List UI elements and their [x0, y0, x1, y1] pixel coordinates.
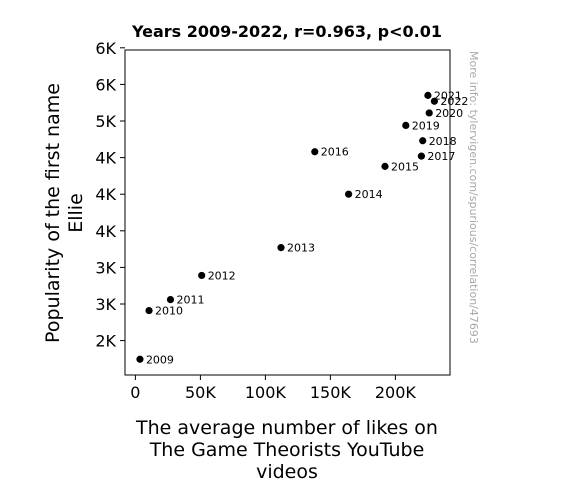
data-point-label: 2013 — [287, 242, 315, 255]
data-point-label: 2021 — [434, 89, 462, 102]
data-point-label: 2012 — [208, 269, 236, 282]
x-axis-label-line: The Game Theorists YouTube — [149, 439, 425, 461]
data-point-label: 2010 — [155, 305, 183, 318]
data-point — [419, 137, 427, 145]
data-point-label: 2017 — [427, 150, 455, 163]
data-point-label: 2018 — [429, 135, 457, 148]
x-tick-label: 50K — [185, 383, 216, 402]
data-point — [166, 296, 175, 304]
data-point-label: 2020 — [435, 107, 463, 120]
data-point-label: 2011 — [177, 294, 205, 307]
data-point — [311, 148, 319, 156]
y-tick-label: 6K — [95, 39, 116, 58]
x-axis-ticks: 0 50K 100K 150K 200K — [130, 375, 416, 402]
y-tick-label: 4K — [95, 149, 116, 168]
data-point — [198, 271, 206, 280]
x-axis-label-line: videos — [256, 461, 318, 483]
x-tick-label: 150K — [310, 383, 352, 402]
data-point-label: 2014 — [355, 188, 383, 201]
data-point-label: 2015 — [391, 160, 419, 173]
data-point — [402, 121, 410, 129]
data-point — [430, 97, 438, 105]
y-tick-label: 4K — [95, 185, 116, 204]
x-tick-label: 0 — [130, 383, 140, 402]
data-point — [381, 162, 389, 170]
y-tick-label: 5K — [95, 112, 116, 131]
data-point — [424, 91, 432, 99]
plot-area-frame — [124, 49, 451, 376]
y-tick-label: 6K — [95, 75, 116, 94]
data-point-label: 2009 — [146, 353, 174, 366]
y-axis-label-line: Ellie — [65, 193, 87, 233]
data-point — [277, 244, 285, 252]
data-point — [345, 190, 353, 198]
x-tick-label: 100K — [245, 383, 287, 402]
x-axis-label: The average number of likes on The Game T… — [135, 417, 438, 483]
y-tick-label: 3K — [95, 295, 116, 314]
data-point-label: 2016 — [321, 146, 349, 159]
x-tick-label: 200K — [375, 383, 417, 402]
chart-title: Years 2009-2022, r=0.963, p<0.01 — [131, 22, 442, 41]
x-axis-label-line: The average number of likes on — [135, 417, 438, 439]
y-tick-label: 2K — [95, 332, 116, 351]
data-point — [425, 109, 433, 117]
y-tick-label: 4K — [95, 222, 116, 241]
data-point — [417, 152, 425, 160]
data-point — [145, 306, 153, 315]
data-point-label: 2019 — [412, 119, 440, 132]
y-tick-label: 3K — [95, 258, 116, 277]
y-axis-label-line: Popularity of the first name — [42, 83, 64, 343]
y-axis-ticks: 2K 3K 3K 4K 4K 4K 5K 6K 6K — [95, 39, 125, 351]
data-point — [136, 355, 144, 363]
source-note: More info: tylervigen.com/spurious/corre… — [467, 51, 480, 344]
y-axis-label: Popularity of the first nameEllie — [42, 83, 87, 343]
data-point-label: 2022 — [440, 95, 468, 108]
